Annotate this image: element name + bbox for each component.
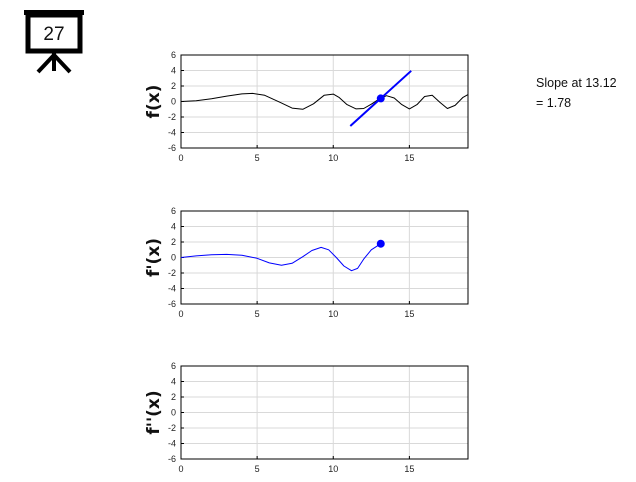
- x-tick-label: 15: [404, 464, 414, 474]
- y-tick-label: 6: [171, 361, 176, 371]
- y-tick-label: -2: [168, 112, 176, 122]
- slope-annotation-line2: = 1.78: [536, 96, 571, 110]
- y-tick-label: 2: [171, 392, 176, 402]
- x-tick-label: 5: [255, 153, 260, 163]
- presentation-board-icon: [24, 10, 84, 74]
- y-tick-label: -6: [168, 299, 176, 309]
- y-axis-label: f'(x): [144, 238, 164, 277]
- y-tick-label: 0: [171, 253, 176, 263]
- y-tick-label: 4: [171, 222, 176, 232]
- x-tick-label: 10: [328, 153, 338, 163]
- x-tick-label: 15: [404, 153, 414, 163]
- derivative-point: [376, 239, 385, 248]
- x-tick-label: 5: [255, 309, 260, 319]
- y-tick-label: 6: [171, 206, 176, 216]
- y-tick-label: -6: [168, 143, 176, 153]
- y-tick-label: -4: [168, 128, 176, 138]
- tangent-point: [376, 94, 385, 103]
- y-tick-label: 4: [171, 66, 176, 76]
- y-tick-label: -4: [168, 284, 176, 294]
- x-tick-label: 10: [328, 464, 338, 474]
- function-curve: [181, 92, 468, 110]
- y-tick-label: 2: [171, 81, 176, 91]
- y-axis-label: f''(x): [144, 390, 164, 434]
- y-tick-label: 2: [171, 237, 176, 247]
- derivative-curve: [181, 243, 382, 272]
- y-tick-label: -6: [168, 454, 176, 464]
- y-tick-label: -4: [168, 439, 176, 449]
- y-tick-label: 6: [171, 50, 176, 60]
- frame-number: 27: [43, 24, 64, 45]
- y-axis-label: f(x): [144, 85, 164, 119]
- x-tick-label: 0: [178, 464, 183, 474]
- x-tick-label: 10: [328, 309, 338, 319]
- y-tick-label: -2: [168, 423, 176, 433]
- slope-annotation-line1: Slope at 13.12: [536, 76, 617, 90]
- x-tick-label: 15: [404, 309, 414, 319]
- x-tick-label: 0: [178, 309, 183, 319]
- x-tick-label: 0: [178, 153, 183, 163]
- y-tick-label: -2: [168, 268, 176, 278]
- y-tick-label: 4: [171, 377, 176, 387]
- y-tick-label: 0: [171, 97, 176, 107]
- y-tick-label: 0: [171, 408, 176, 418]
- x-tick-label: 5: [255, 464, 260, 474]
